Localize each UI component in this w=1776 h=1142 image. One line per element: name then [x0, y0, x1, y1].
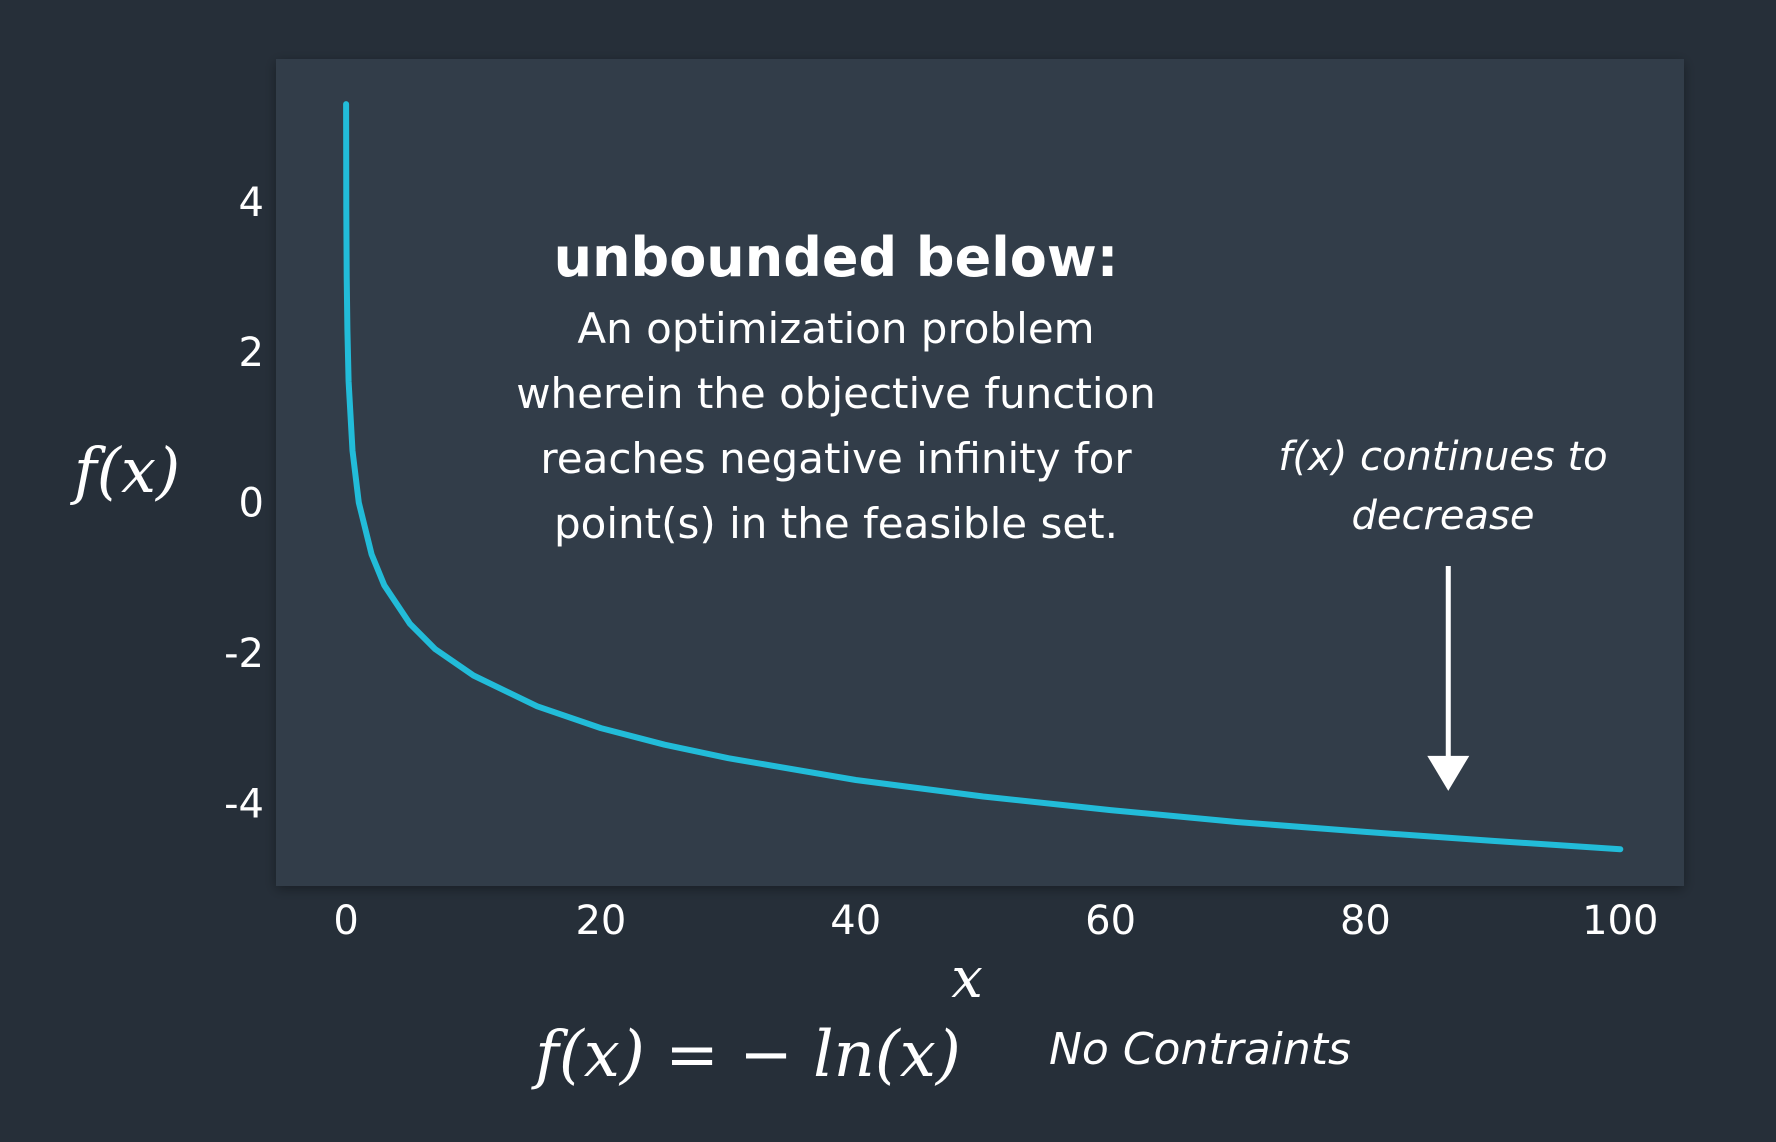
x-tick-label: 0 [333, 898, 358, 944]
arrow-head-icon [1427, 755, 1470, 791]
x-tick-label: 80 [1340, 898, 1391, 944]
y-tick-label: -2 [224, 631, 264, 677]
definition-line: reaches negative infinity for [540, 434, 1132, 483]
x-tick-label: 100 [1582, 898, 1658, 944]
x-tick-label: 40 [830, 898, 881, 944]
x-axis-ticks: 0 20 40 60 80 100 [333, 898, 1658, 944]
definition-line: point(s) in the feasible set. [554, 499, 1118, 548]
y-tick-label: -4 [224, 781, 264, 827]
x-tick-label: 20 [575, 898, 626, 944]
y-tick-label: 2 [239, 330, 264, 376]
definition-annotation: unbounded below: An optimization problem… [516, 226, 1156, 548]
y-tick-label: 0 [239, 481, 264, 527]
decrease-annotation: f(x) continues to decrease [1278, 434, 1608, 791]
arrow-label-line: decrease [1351, 493, 1534, 539]
y-axis-label: f(x) [70, 434, 180, 507]
y-axis-ticks: 4 2 0 -2 -4 [224, 180, 264, 827]
equation-label: f(x) = − ln(x) [531, 1018, 961, 1092]
definition-line: wherein the objective function [516, 369, 1156, 418]
arrow-label-line: f(x) continues to [1278, 434, 1607, 480]
x-axis-label: x [951, 946, 983, 1011]
definition-line: An optimization problem [577, 304, 1094, 353]
y-tick-label: 4 [239, 180, 264, 226]
definition-title: unbounded below: [554, 226, 1119, 289]
x-tick-label: 60 [1085, 898, 1136, 944]
series-line [343, 101, 1624, 853]
constraint-note: No Contraints [1049, 1024, 1351, 1075]
